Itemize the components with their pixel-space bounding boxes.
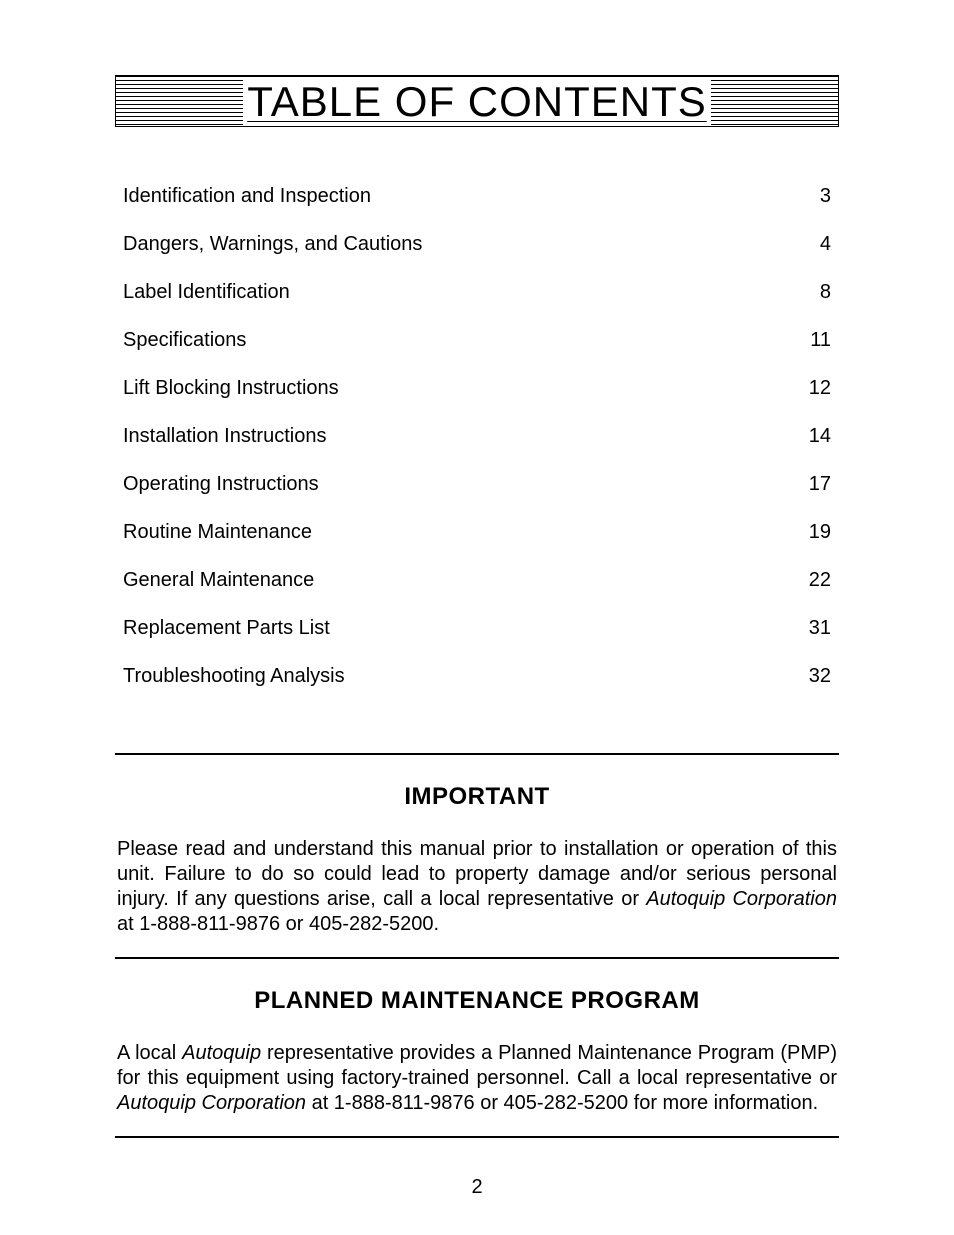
toc-item-label: Identification and Inspection bbox=[123, 185, 791, 208]
toc-item-page: 11 bbox=[791, 329, 831, 352]
pmp-body: A local Autoquip representative provides… bbox=[117, 1041, 837, 1116]
divider bbox=[115, 957, 839, 959]
important-heading: IMPORTANT bbox=[117, 783, 837, 811]
toc-row: Lift Blocking Instructions12 bbox=[123, 377, 831, 400]
toc-row: Replacement Parts List31 bbox=[123, 617, 831, 640]
text: at 1-888-811-9876 or 405-282-5200. bbox=[117, 913, 439, 935]
important-body: Please read and understand this manual p… bbox=[117, 837, 837, 937]
toc-row: Identification and Inspection3 bbox=[123, 185, 831, 208]
toc-row: Dangers, Warnings, and Cautions4 bbox=[123, 233, 831, 256]
toc-item-page: 14 bbox=[791, 425, 831, 448]
toc-item-label: Dangers, Warnings, and Cautions bbox=[123, 233, 791, 256]
divider bbox=[115, 1136, 839, 1138]
text: A local bbox=[117, 1042, 182, 1064]
spacer bbox=[115, 713, 839, 753]
page-title: TABLE OF CONTENTS bbox=[243, 78, 711, 125]
pmp-heading: PLANNED MAINTENANCE PROGRAM bbox=[117, 987, 837, 1015]
divider bbox=[115, 753, 839, 755]
toc-item-label: Label Identification bbox=[123, 281, 791, 304]
toc-item-page: 3 bbox=[791, 185, 831, 208]
toc-item-label: Operating Instructions bbox=[123, 473, 791, 496]
pmp-section: PLANNED MAINTENANCE PROGRAM A local Auto… bbox=[115, 987, 839, 1116]
toc-row: Routine Maintenance19 bbox=[123, 521, 831, 544]
toc-row: Specifications11 bbox=[123, 329, 831, 352]
company-name: Autoquip Corporation bbox=[117, 1092, 306, 1114]
toc-item-page: 4 bbox=[791, 233, 831, 256]
company-name: Autoquip Corporation bbox=[646, 888, 837, 910]
toc-item-page: 8 bbox=[791, 281, 831, 304]
toc-row: Label Identification8 bbox=[123, 281, 831, 304]
toc-row: Installation Instructions14 bbox=[123, 425, 831, 448]
table-of-contents: Identification and Inspection3 Dangers, W… bbox=[115, 185, 839, 688]
toc-item-label: Specifications bbox=[123, 329, 791, 352]
company-name: Autoquip bbox=[182, 1042, 261, 1064]
toc-item-label: General Maintenance bbox=[123, 569, 791, 592]
toc-row: General Maintenance22 bbox=[123, 569, 831, 592]
document-page: TABLE OF CONTENTS Identification and Ins… bbox=[0, 0, 954, 1235]
toc-item-page: 12 bbox=[791, 377, 831, 400]
toc-item-label: Routine Maintenance bbox=[123, 521, 791, 544]
title-banner: TABLE OF CONTENTS bbox=[115, 75, 839, 127]
toc-row: Operating Instructions17 bbox=[123, 473, 831, 496]
toc-item-page: 19 bbox=[791, 521, 831, 544]
toc-row: Troubleshooting Analysis32 bbox=[123, 665, 831, 688]
toc-item-page: 22 bbox=[791, 569, 831, 592]
toc-item-label: Installation Instructions bbox=[123, 425, 791, 448]
important-section: IMPORTANT Please read and understand thi… bbox=[115, 783, 839, 937]
page-number: 2 bbox=[0, 1176, 954, 1199]
text: at 1-888-811-9876 or 405-282-5200 for mo… bbox=[306, 1092, 818, 1114]
toc-item-page: 17 bbox=[791, 473, 831, 496]
toc-item-label: Troubleshooting Analysis bbox=[123, 665, 791, 688]
toc-item-label: Replacement Parts List bbox=[123, 617, 791, 640]
toc-item-page: 31 bbox=[791, 617, 831, 640]
toc-item-page: 32 bbox=[791, 665, 831, 688]
toc-item-label: Lift Blocking Instructions bbox=[123, 377, 791, 400]
